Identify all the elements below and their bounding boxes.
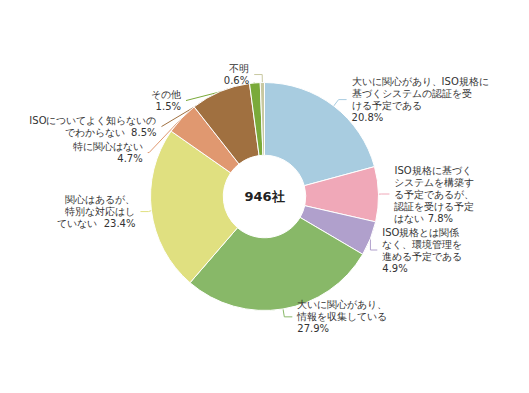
svg-text:基づくシステムの認証を受: 基づくシステムの認証を受 [352,88,472,99]
svg-text:20.8%: 20.8% [352,112,384,123]
svg-text:不明: 不明 [229,63,249,74]
svg-text:システムを構築す: システムを構築す [394,177,474,188]
svg-text:情報を収集している: 情報を収集している [296,311,387,322]
svg-text:27.9%: 27.9% [297,323,329,334]
svg-text:はない 7.8%: はない 7.8% [394,213,453,224]
svg-text:なく、環境管理を: なく、環境管理を [382,239,462,250]
svg-text:関心はあるが、: 関心はあるが、 [65,194,135,205]
svg-text:その他: その他 [151,89,181,100]
svg-text:特に関心はない: 特に関心はない [73,141,143,152]
svg-text:進める予定である: 進める予定である [382,251,462,262]
svg-text:ISO規格とは関係: ISO規格とは関係 [382,227,459,238]
svg-text:特別な対応はし: 特別な対応はし [65,206,135,217]
svg-text:946社: 946社 [244,189,284,204]
svg-text:4.9%: 4.9% [382,263,407,274]
svg-text:1.5%: 1.5% [156,101,181,112]
svg-text:ける予定である: ける予定である [352,100,422,111]
svg-text:認証を受ける予定: 認証を受ける予定 [394,201,474,212]
svg-text:る予定であるが、: る予定であるが、 [394,189,474,200]
svg-text:ていない 23.4%: ていない 23.4% [57,218,135,229]
svg-text:大いに関心があり、ISO規格に: 大いに関心があり、ISO規格に [352,76,489,87]
svg-text:ISO規格に基づく: ISO規格に基づく [394,165,471,176]
svg-text:4.7%: 4.7% [117,153,142,164]
svg-text:ISOについてよく知らないの: ISOについてよく知らないの [29,115,156,126]
svg-text:0.6%: 0.6% [224,75,249,86]
svg-text:大いに関心があり、: 大いに関心があり、 [297,299,387,310]
svg-text:でわからない 8.5%: でわからない 8.5% [65,127,157,138]
